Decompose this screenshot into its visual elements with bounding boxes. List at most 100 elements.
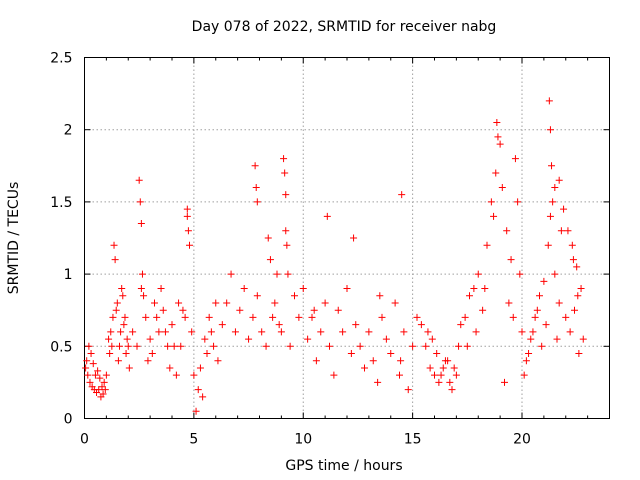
data-point: [83, 357, 91, 365]
data-point: [106, 350, 114, 358]
data-points: [82, 97, 587, 415]
data-point: [334, 306, 342, 314]
data-point: [119, 292, 127, 300]
data-point: [527, 335, 535, 343]
data-point: [87, 350, 95, 358]
data-point: [503, 227, 511, 235]
data-point: [304, 335, 312, 343]
data-point: [409, 342, 417, 350]
data-point: [505, 299, 513, 307]
data-point: [161, 328, 169, 336]
data-point: [369, 357, 377, 365]
data-point: [284, 270, 292, 278]
data-point: [282, 227, 290, 235]
data-point: [494, 133, 502, 141]
data-point: [492, 169, 500, 177]
data-point: [116, 342, 123, 350]
data-point: [84, 371, 92, 379]
data-point: [446, 378, 454, 386]
data-point: [184, 227, 192, 235]
data-point: [439, 364, 447, 372]
data-point: [546, 212, 554, 220]
data-point: [291, 292, 298, 300]
data-point: [264, 234, 272, 242]
data-point: [253, 198, 261, 206]
data-point: [281, 169, 289, 177]
data-point: [531, 313, 539, 321]
data-point: [400, 328, 408, 336]
data-point: [426, 364, 434, 372]
data-point: [435, 378, 443, 386]
data-point: [466, 292, 473, 300]
data-point: [568, 241, 576, 249]
data-point: [555, 299, 563, 307]
data-point: [575, 350, 583, 358]
data-point: [186, 241, 193, 249]
y-axis: 0 0.5 1 1.5 2 2.5: [50, 51, 610, 428]
data-point: [536, 292, 543, 300]
data-point: [365, 328, 373, 336]
data-point: [361, 364, 368, 372]
data-point: [231, 328, 239, 336]
data-point: [101, 386, 109, 394]
data-point: [183, 205, 191, 213]
chart-title: Day 078 of 2022, SRMTID for receiver nab…: [192, 19, 497, 35]
data-point: [121, 313, 129, 321]
data-point: [140, 292, 148, 300]
data-point: [487, 198, 495, 206]
data-point: [249, 313, 257, 321]
data-point: [557, 227, 565, 235]
data-point: [387, 350, 395, 358]
data-point: [262, 342, 270, 350]
data-point: [382, 335, 390, 343]
data-point: [493, 118, 501, 126]
data-point: [577, 285, 585, 293]
data-point: [574, 292, 582, 300]
data-point: [179, 306, 187, 314]
data-point: [437, 371, 445, 379]
data-point: [540, 277, 548, 285]
data-point: [555, 176, 563, 184]
data-point: [376, 292, 384, 300]
data-point: [498, 183, 506, 191]
data-point: [236, 306, 244, 314]
data-point: [183, 212, 191, 220]
data-point: [490, 212, 498, 220]
data-point: [201, 335, 209, 343]
data-point: [511, 155, 519, 163]
data-point: [109, 313, 117, 321]
data-point: [463, 342, 471, 350]
data-point: [424, 328, 432, 336]
data-point: [551, 270, 559, 278]
data-point: [481, 285, 489, 293]
data-point: [352, 321, 360, 329]
data-point: [343, 285, 351, 293]
data-point: [194, 386, 202, 394]
data-point: [129, 328, 137, 336]
data-point: [396, 371, 403, 379]
y-tick-label: 1.5: [50, 195, 72, 211]
data-point: [448, 386, 456, 394]
data-point: [155, 328, 163, 336]
data-point: [205, 313, 213, 321]
data-point: [172, 371, 180, 379]
data-point: [450, 364, 458, 372]
data-point: [98, 383, 106, 391]
data-point: [507, 256, 515, 264]
data-point: [562, 313, 570, 321]
data-point: [280, 155, 288, 163]
data-point: [159, 306, 167, 314]
data-point: [560, 205, 568, 213]
data-point: [378, 313, 386, 321]
data-point: [157, 285, 165, 293]
data-point: [413, 313, 421, 321]
data-point: [120, 321, 128, 329]
grid-lines: [84, 57, 610, 419]
data-point: [310, 306, 318, 314]
data-point: [317, 328, 325, 336]
data-point: [579, 335, 587, 343]
data-point: [199, 393, 207, 401]
data-point: [474, 270, 482, 278]
data-point: [299, 285, 307, 293]
y-tick-label: 2: [64, 123, 73, 139]
